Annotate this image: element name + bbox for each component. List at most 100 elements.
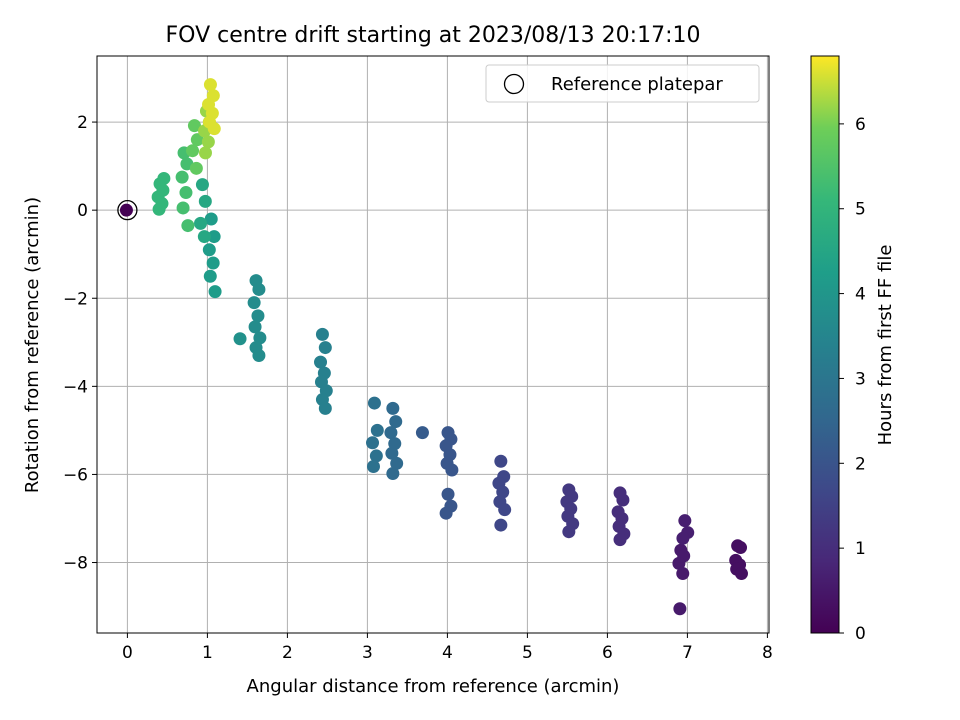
- data-point: [366, 436, 380, 450]
- x-axis-ticks: 0 1 2 3 4 5 6 7 8: [122, 633, 773, 663]
- x-axis-label: Angular distance from reference (arcmin): [247, 676, 620, 697]
- data-point: [439, 506, 453, 520]
- reference-marker: [117, 200, 138, 221]
- data-point: [678, 514, 692, 528]
- colorbar-tick-label: 3: [855, 369, 866, 389]
- data-point: [314, 355, 328, 369]
- y-axis-ticks: −8 −6 −4 −2 0 2: [63, 113, 97, 574]
- data-point: [198, 194, 212, 208]
- legend-marker-icon: [503, 73, 525, 95]
- data-point: [734, 541, 748, 555]
- x-tick-label: 4: [442, 643, 453, 663]
- data-point: [189, 161, 203, 175]
- data-point: [386, 467, 400, 481]
- data-point: [197, 230, 211, 244]
- data-point: [676, 567, 690, 581]
- x-tick-label: 0: [122, 643, 133, 663]
- legend: Reference platepar: [485, 64, 760, 103]
- x-tick-label: 3: [362, 643, 373, 663]
- data-point: [190, 133, 204, 147]
- data-point: [389, 415, 403, 429]
- data-point: [318, 341, 332, 355]
- data-point: [186, 144, 200, 158]
- grid: [97, 56, 769, 633]
- data-point: [119, 203, 133, 217]
- x-tick-label: 5: [522, 643, 533, 663]
- data-point: [251, 309, 265, 323]
- y-axis-label: Rotation from reference (arcmin): [22, 197, 43, 493]
- data-point: [208, 285, 222, 299]
- data-point: [366, 460, 380, 474]
- y-tick-label: 2: [77, 113, 88, 133]
- y-tick-label: −2: [63, 289, 88, 309]
- x-tick-label: 1: [202, 643, 213, 663]
- data-point: [187, 119, 201, 133]
- data-point: [179, 186, 193, 200]
- data-point: [494, 518, 508, 532]
- chart-title: FOV centre drift starting at 2023/08/13 …: [166, 23, 701, 48]
- data-point: [315, 327, 329, 341]
- colorbar-tick-label: 1: [855, 539, 866, 559]
- y-tick-label: 0: [77, 201, 88, 221]
- data-point: [384, 426, 398, 440]
- colorbar-tick-label: 5: [855, 200, 866, 220]
- colorbar-tick-label: 4: [855, 285, 866, 305]
- y-tick-label: −4: [63, 377, 88, 397]
- data-point: [207, 230, 221, 244]
- x-tick-label: 8: [762, 643, 773, 663]
- colorbar-tick-label: 6: [855, 115, 866, 135]
- data-point: [175, 170, 189, 184]
- data-points: [117, 78, 748, 616]
- y-tick-label: −6: [63, 465, 88, 485]
- data-point: [203, 269, 217, 283]
- data-point: [157, 171, 171, 185]
- data-point: [176, 201, 190, 215]
- data-point: [206, 256, 220, 270]
- colorbar: [810, 55, 840, 634]
- data-point: [152, 202, 166, 216]
- colorbar-label: Hours from first FF file: [875, 245, 896, 446]
- data-point: [252, 282, 266, 296]
- data-point: [562, 525, 576, 539]
- data-point: [734, 567, 748, 581]
- data-point: [676, 531, 690, 545]
- data-point: [616, 493, 630, 507]
- data-point: [390, 456, 404, 470]
- x-tick-label: 2: [282, 643, 293, 663]
- data-point: [672, 556, 686, 570]
- data-point: [203, 78, 217, 92]
- data-point: [445, 463, 459, 477]
- data-point: [367, 396, 381, 410]
- data-point: [385, 446, 399, 460]
- y-tick-label: −8: [63, 554, 88, 574]
- data-point: [233, 332, 247, 346]
- data-point: [494, 454, 508, 468]
- data-point: [369, 449, 383, 463]
- data-point: [252, 349, 266, 363]
- data-point: [195, 178, 209, 192]
- data-point: [673, 602, 687, 616]
- data-point: [386, 401, 400, 415]
- data-point: [415, 426, 429, 440]
- x-tick-label: 6: [602, 643, 613, 663]
- data-point: [202, 243, 216, 257]
- data-point: [204, 212, 218, 226]
- colorbar-ticks: 0 1 2 3 4 5 6: [839, 115, 866, 644]
- legend-entry-label: Reference platepar: [551, 74, 723, 95]
- data-point: [247, 296, 261, 310]
- colorbar-tick-label: 2: [855, 454, 866, 474]
- data-point: [201, 135, 215, 149]
- data-point: [613, 533, 627, 547]
- data-point: [248, 320, 262, 334]
- legend-box: [485, 64, 760, 103]
- data-point: [198, 146, 212, 160]
- plot-frame: [96, 55, 770, 634]
- data-point: [194, 216, 208, 230]
- data-point: [441, 487, 455, 501]
- data-point: [370, 423, 384, 437]
- data-point: [207, 122, 221, 136]
- data-point: [498, 503, 512, 517]
- data-point: [181, 219, 195, 233]
- colorbar-tick-label: 0: [855, 624, 866, 644]
